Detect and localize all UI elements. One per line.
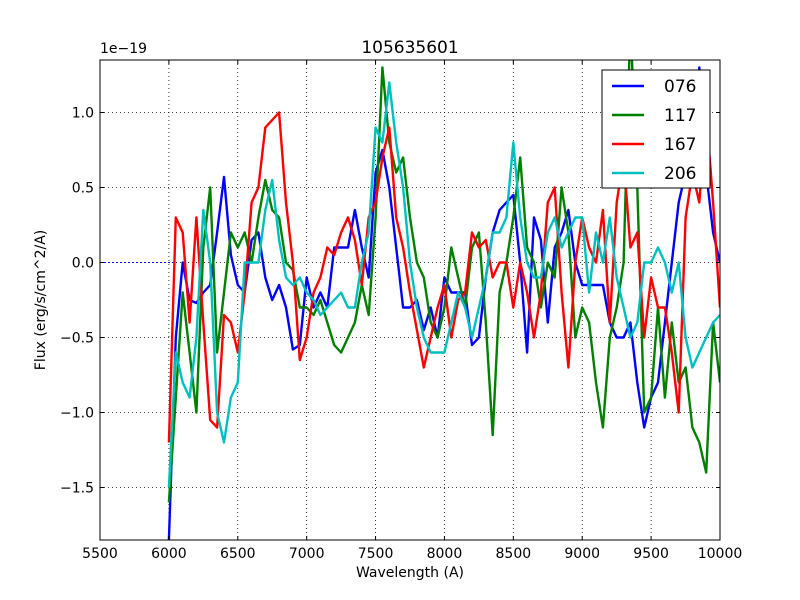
x-tick-label: 5500: [82, 546, 118, 562]
y-offset-label: 1e−19: [100, 41, 147, 57]
legend-label-167: 167: [664, 135, 696, 155]
series-206: [167, 81, 720, 488]
x-axis-label: Wavelength (A): [356, 565, 464, 581]
x-tick-label: 8000: [427, 546, 463, 562]
x-tick-label: 9500: [633, 546, 669, 562]
x-tick-label: 6500: [220, 546, 256, 562]
x-tick-label: 8500: [496, 546, 532, 562]
x-tick-label: 10000: [698, 546, 743, 562]
x-tick-label: 7500: [358, 546, 394, 562]
series-line-206: [167, 81, 720, 488]
legend-label-206: 206: [664, 164, 696, 184]
y-tick-label: 1.0: [72, 106, 94, 122]
x-tick-label: 6000: [151, 546, 187, 562]
y-tick-label: 0.5: [72, 181, 94, 197]
y-axis-label: Flux (erg/s/cm^2/A): [33, 230, 49, 370]
legend: 076 117 167 206: [601, 69, 711, 189]
y-tick-label: −1.5: [60, 481, 94, 497]
axis-ticks: 5500 6000 6500 7000 7500 8000 8500 9000 9500 1000…: [60, 60, 742, 562]
series-167: [167, 111, 720, 443]
legend-label-117: 117: [664, 106, 696, 126]
chart-title: 105635601: [361, 38, 458, 58]
x-tick-label: 7000: [289, 546, 325, 562]
x-tick-label: 9000: [564, 546, 600, 562]
series-line-167: [167, 111, 720, 443]
legend-label-076: 076: [664, 77, 696, 97]
legend-box: [601, 69, 711, 189]
y-tick-label: 0.0: [72, 256, 94, 272]
plot-frame: [99, 59, 721, 541]
y-tick-label: −1.0: [60, 406, 94, 422]
y-tick-label: −0.5: [60, 331, 94, 347]
